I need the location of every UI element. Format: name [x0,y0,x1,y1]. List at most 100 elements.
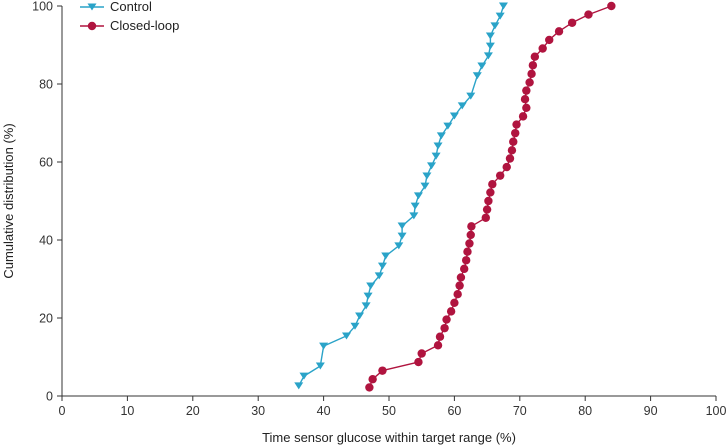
control-data-point [485,32,495,40]
closed-loop-data-point [433,341,443,350]
y-tick-label: 40 [39,234,53,248]
x-tick-label: 80 [578,404,592,418]
closed-loop-data-point [417,349,426,358]
control-data-point [366,282,376,290]
legend-closed-loop-marker [87,21,97,31]
closed-loop-data-point [365,383,374,392]
x-tick-label: 90 [644,404,658,418]
control-data-point [315,362,325,370]
closed-loop-data-point [455,281,464,290]
control-data-point [409,212,419,220]
x-tick-label: 70 [513,404,527,418]
control-data-point [457,102,467,110]
closed-loop-data-point [453,290,462,299]
control-data-point [483,52,493,60]
control-data-point [381,252,391,260]
control-data-point [477,62,487,70]
x-ticks: 0 10 20 30 40 50 60 70 80 90 100 [59,396,726,418]
x-axis-title: Time sensor glucose within target range … [262,430,516,445]
closed-loop-data-point [481,213,490,222]
closed-loop-data-point [495,171,505,180]
legend: Control Closed-loop [80,0,179,33]
legend-control-marker [87,3,97,11]
closed-loop-data-point [567,18,577,27]
closed-loop-data-point [435,332,445,341]
closed-loop-data-point [440,323,449,333]
closed-loop-data-point [525,78,534,87]
control-data-point [410,202,420,210]
control-data-point [472,72,482,80]
control-series-line [298,5,505,387]
closed-loop-data-point [505,154,515,163]
legend-item-control: Control [80,0,152,14]
control-data-point [319,342,329,350]
closed-loop-data-point [509,137,518,146]
closed-loop-data-point [488,180,497,189]
control-data-point [374,272,384,280]
closed-loop-data-point [520,95,530,104]
control-data-point [299,372,309,380]
control-data-point [350,322,360,330]
closed-loop-data-point [518,112,528,121]
y-axis-title: Cumulative distribution (%) [1,123,16,278]
x-tick-label: 60 [447,404,461,418]
closed-loop-data-point [538,44,547,53]
control-data-point [420,182,430,190]
closed-loop-data-point [465,239,474,248]
closed-loop-data-point [442,315,451,324]
x-tick-label: 10 [120,404,134,418]
closed-loop-data-point [446,307,456,316]
control-data-point [363,292,373,300]
closed-loop-data-point [530,52,540,61]
x-tick-label: 0 [59,404,66,418]
closed-loop-data-point [502,162,511,172]
chart-axes [61,6,716,397]
control-data-point [431,152,441,160]
y-tick-label: 20 [39,312,53,326]
control-data-point [436,132,446,140]
closed-loop-data-point [414,357,423,367]
closed-loop-data-point [378,366,387,375]
closed-loop-series-line [368,5,612,388]
x-tick-label: 30 [251,404,265,418]
control-data-point [427,162,437,170]
closed-loop-data-point [466,230,475,240]
closed-loop-data-point [554,27,564,36]
closed-loop-data-point [484,196,493,206]
control-data-point [422,172,432,180]
closed-loop-data-point [545,35,554,45]
y-tick-label: 100 [32,0,53,14]
control-data-point [413,192,423,200]
closed-loop-data-point [511,128,520,138]
closed-loop-data-point [522,86,531,95]
control-data-point [495,12,505,20]
closed-loop-data-point [527,69,536,79]
control-data-point [490,22,500,30]
y-ticks: 0 20 40 60 80 100 [32,0,62,404]
closed-loop-data-point [460,264,469,274]
closed-loop-data-point [507,146,517,155]
control-data-point [355,312,365,320]
closed-loop-data-point [486,188,495,197]
closed-loop-data-point [512,120,521,129]
closed-loop-data-point [461,256,471,265]
legend-closed-loop-label: Closed-loop [110,18,179,33]
control-data-point [466,92,476,100]
control-data-point [485,42,495,50]
closed-loop-data-point [522,103,531,112]
closed-loop-data-point [463,247,472,256]
closed-loop-data-point [456,273,466,282]
control-data-point [341,332,351,340]
x-tick-label: 20 [186,404,200,418]
y-tick-label: 60 [39,156,53,170]
control-data-point [449,112,459,120]
control-data-point [394,242,404,250]
closed-loop-data-point [482,205,492,214]
series-layer [294,1,616,392]
closed-loop-data-point [607,1,616,11]
control-data-point [294,382,304,390]
closed-loop-data-point [368,375,377,384]
x-tick-label: 100 [706,404,726,418]
legend-control-label: Control [110,0,152,14]
